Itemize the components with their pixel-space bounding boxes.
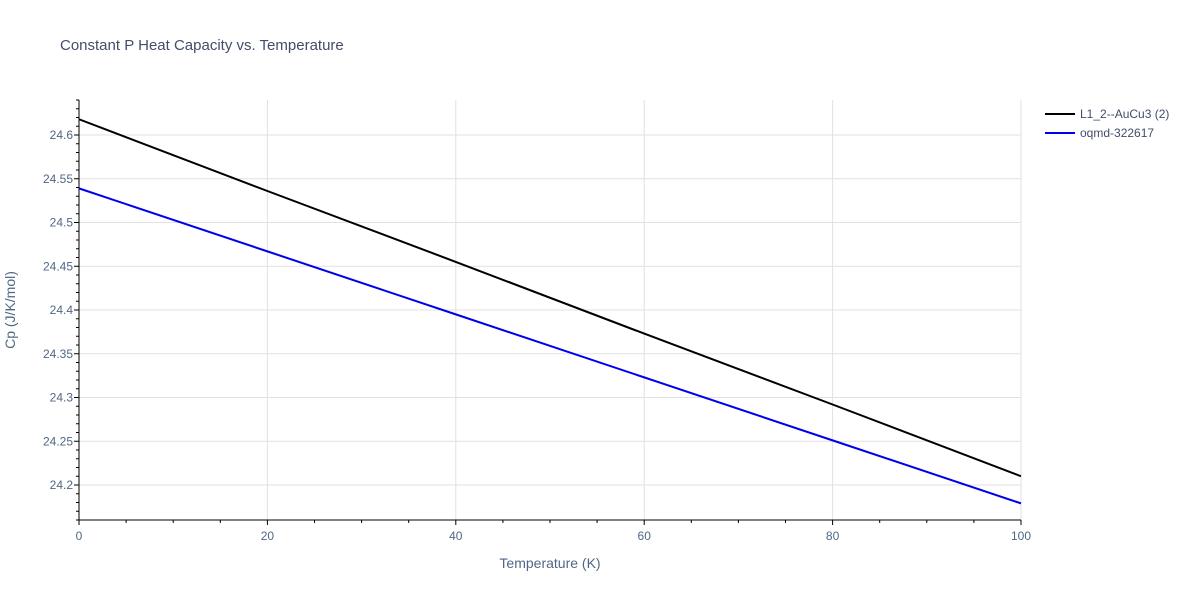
chart-title: Constant P Heat Capacity vs. Temperature bbox=[60, 37, 344, 54]
series-line-1 bbox=[78, 118, 1022, 478]
x-tick-label: 100 bbox=[1011, 529, 1031, 543]
x-axis-title: Temperature (K) bbox=[499, 555, 600, 571]
legend-label-1: L1_2--AuCu3 (2) bbox=[1080, 107, 1169, 121]
y-tick-label: 24.3 bbox=[50, 391, 74, 405]
y-tick-label: 24.45 bbox=[43, 259, 73, 273]
y-tick-label: 24.25 bbox=[43, 434, 73, 448]
y-tick-label: 24.4 bbox=[50, 303, 74, 317]
x-tick-label: 0 bbox=[76, 529, 83, 543]
y-tick-label: 24.2 bbox=[50, 478, 74, 492]
x-tick-label: 40 bbox=[449, 529, 463, 543]
y-tick-label: 24.6 bbox=[50, 128, 74, 142]
x-axis-ticks: 0 20 40 60 80 100 bbox=[76, 529, 1032, 543]
series-line-2 bbox=[78, 187, 1022, 505]
y-tick-label: 24.55 bbox=[43, 172, 73, 186]
y-tick-label: 24.35 bbox=[43, 347, 73, 361]
y-axis-title: Cp (J/K/mol) bbox=[2, 271, 18, 349]
x-tick-label: 60 bbox=[638, 529, 652, 543]
legend-label-2: oqmd-322617 bbox=[1080, 126, 1154, 140]
x-tick-label: 20 bbox=[261, 529, 275, 543]
series-group bbox=[78, 118, 1022, 505]
grid bbox=[79, 100, 1022, 520]
y-axis-ticks: 24.2 24.25 24.3 24.35 24.4 24.45 24.5 24.55 24.6 bbox=[43, 128, 73, 492]
y-tick-label: 24.5 bbox=[50, 216, 74, 230]
x-tick-label: 80 bbox=[826, 529, 840, 543]
axes bbox=[74, 99, 1022, 525]
legend[interactable]: L1_2--AuCu3 (2) oqmd-322617 bbox=[1045, 107, 1169, 140]
